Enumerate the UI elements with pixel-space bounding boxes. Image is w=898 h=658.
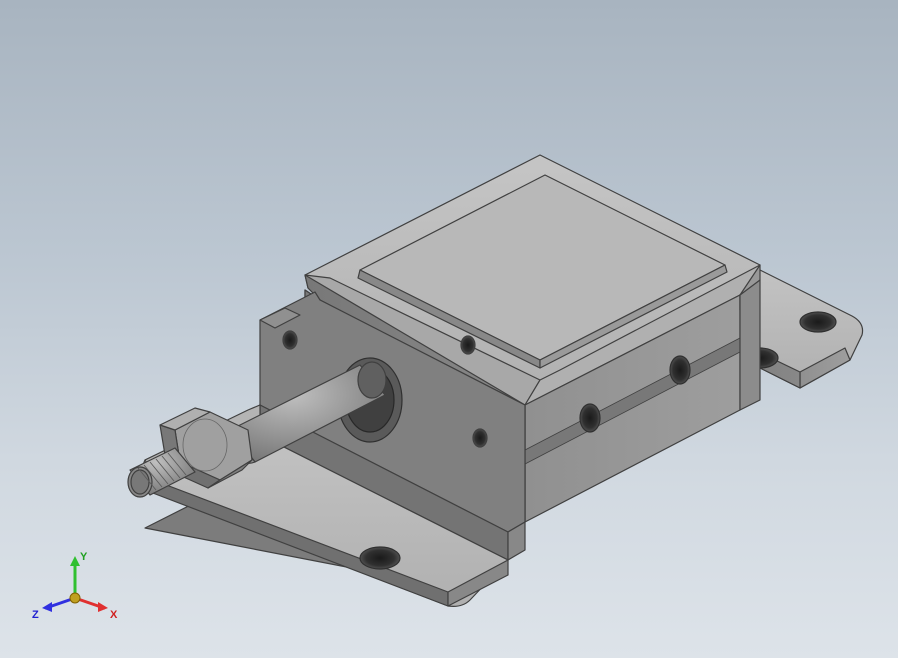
orientation-triad[interactable]: X Y Z bbox=[30, 548, 120, 638]
triad-origin bbox=[70, 593, 80, 603]
axis-x-arrow bbox=[98, 602, 108, 612]
axis-x-label: X bbox=[110, 609, 118, 621]
model-render bbox=[0, 0, 898, 658]
axis-z-arrow bbox=[42, 602, 52, 612]
body-right-edge bbox=[740, 280, 760, 410]
mechanical-part bbox=[128, 155, 863, 606]
axis-z-label: Z bbox=[32, 609, 39, 621]
axis-y-label: Y bbox=[80, 551, 88, 563]
axis-y-arrow bbox=[70, 556, 80, 566]
cad-viewport[interactable]: X Y Z bbox=[0, 0, 898, 658]
